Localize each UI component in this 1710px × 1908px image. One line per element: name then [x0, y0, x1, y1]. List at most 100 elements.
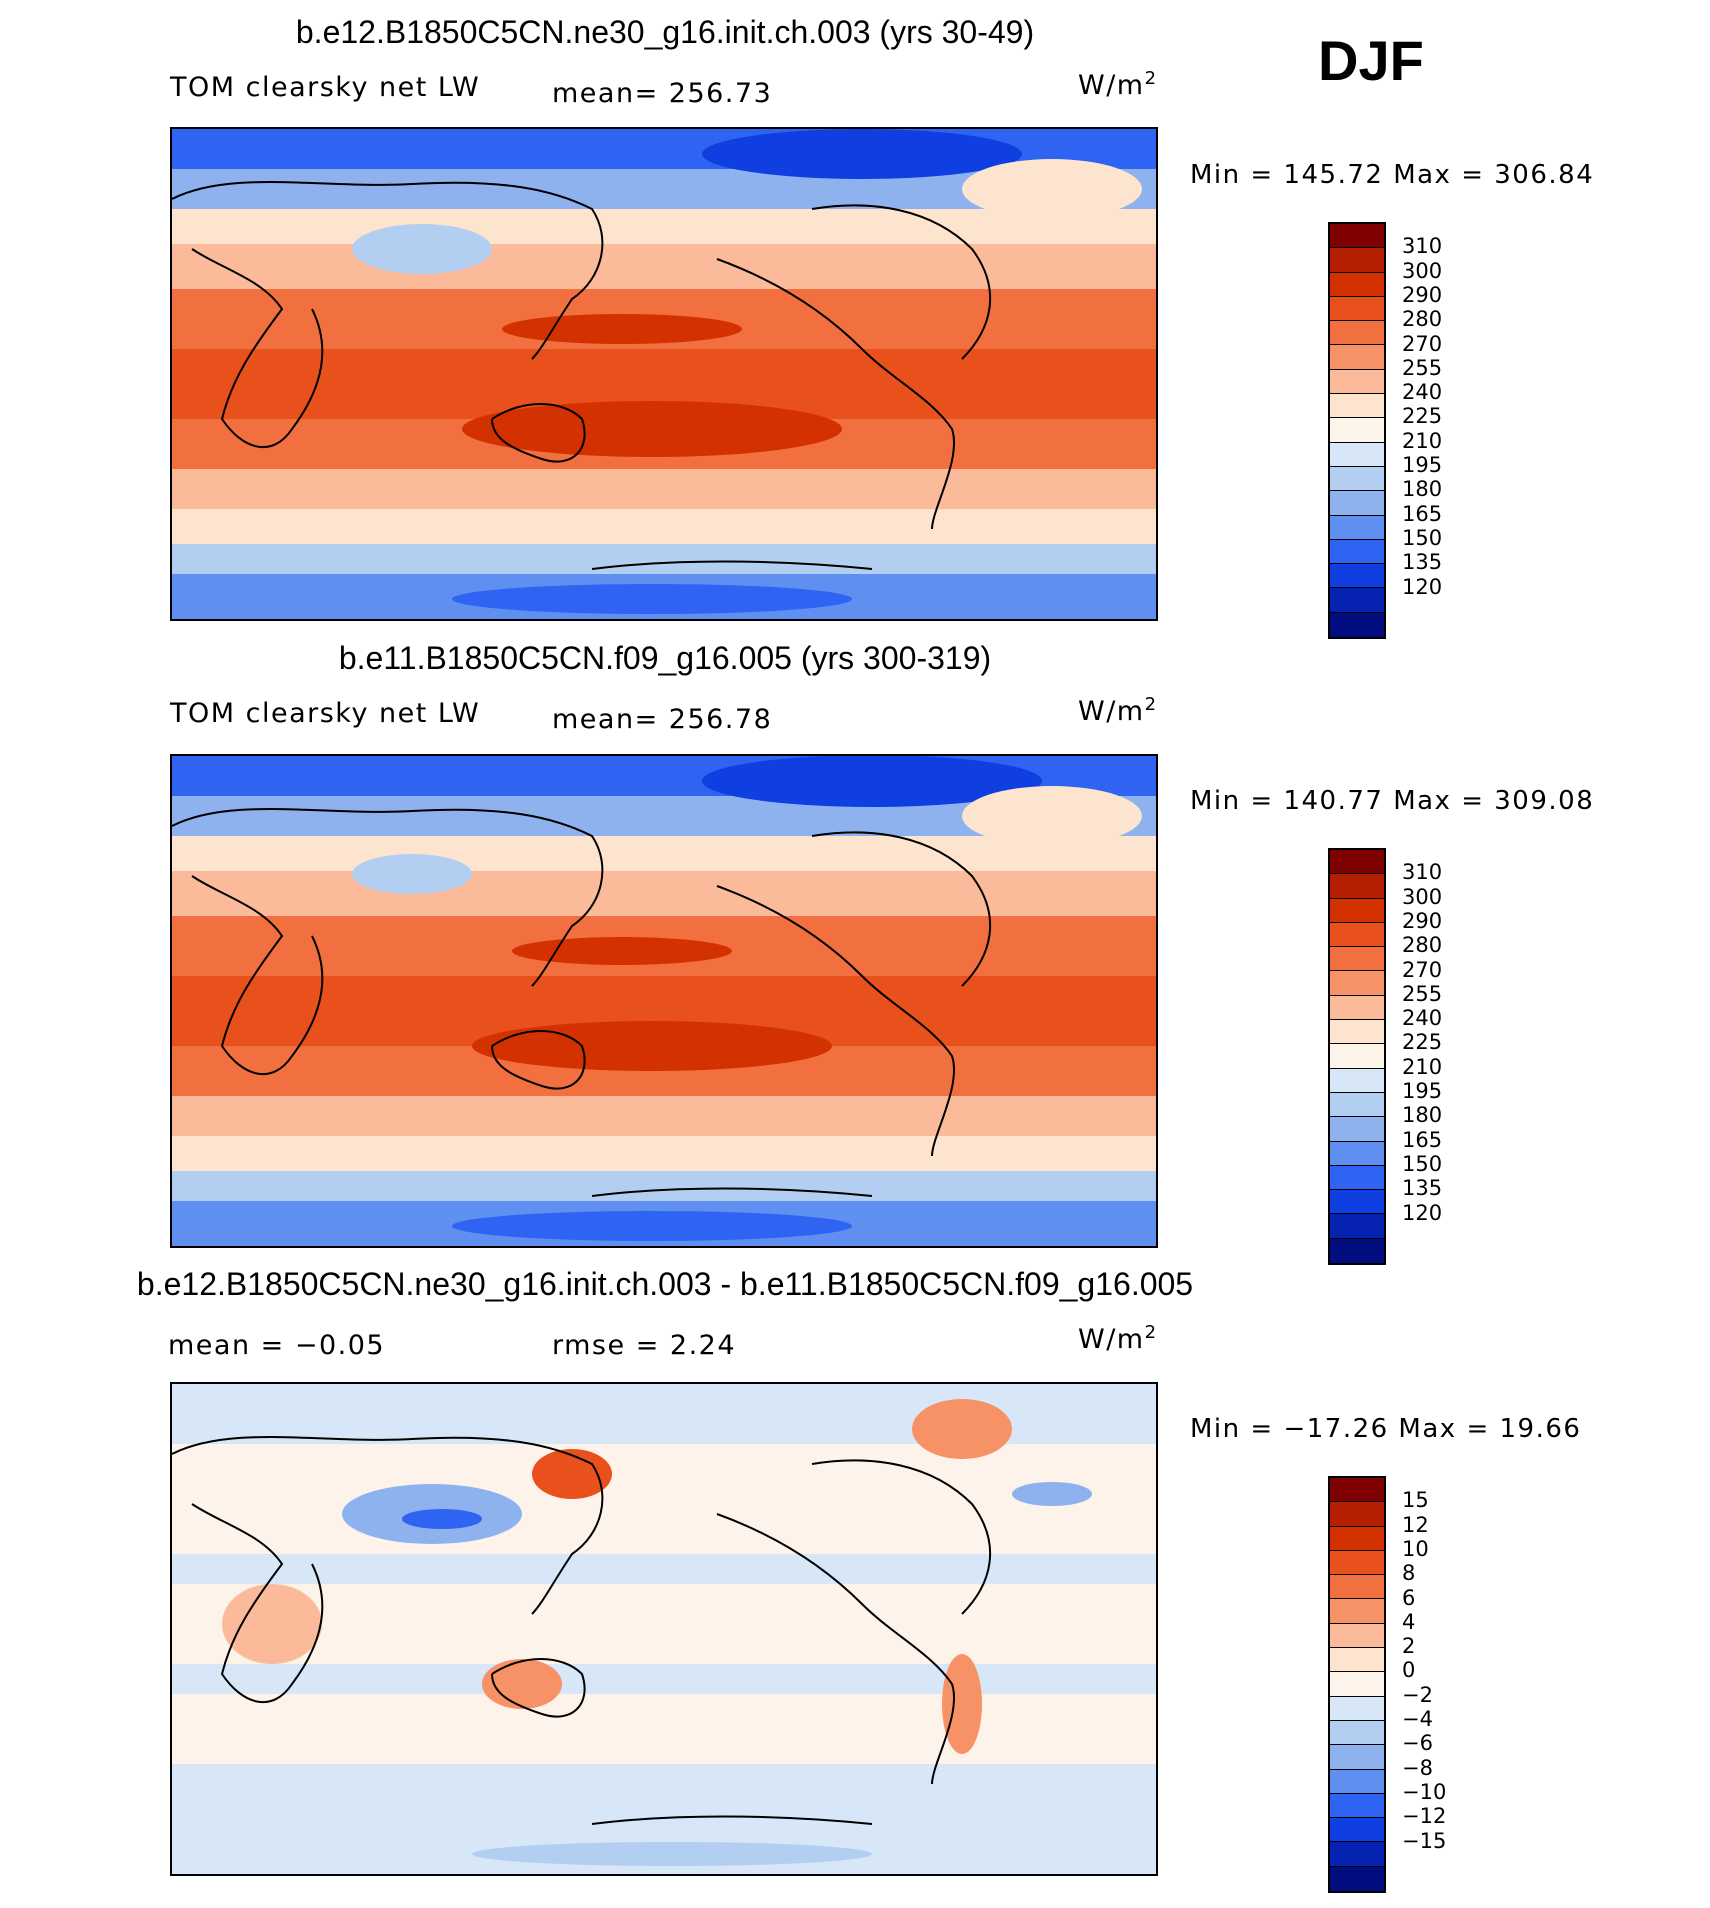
season-label: DJF	[1318, 29, 1424, 92]
panel-2-mean: mean= 256.78	[552, 704, 773, 735]
colorbar-swatch	[1330, 491, 1384, 516]
colorbar-tick-label: −6	[1402, 1731, 1433, 1756]
colorbar-swatch	[1330, 1696, 1384, 1721]
panel-3-minmax: Min = −17.26 Max = 19.66	[1190, 1414, 1582, 1444]
panel-1-minmax: Min = 145.72 Max = 306.84	[1190, 160, 1595, 190]
colorbar-tick-label: −2	[1402, 1682, 1433, 1707]
colorbar-tick-label: 2	[1402, 1634, 1416, 1659]
colorbar-swatch	[1330, 1141, 1384, 1166]
panel-2-map	[170, 754, 1158, 1248]
panel-3-units: W/m2	[1078, 1322, 1158, 1355]
colorbar-swatch	[1330, 1238, 1384, 1264]
colorbar-swatch	[1330, 874, 1384, 899]
colorbar-tick-label: 290	[1402, 282, 1443, 307]
colorbar-swatch	[1330, 321, 1384, 346]
colorbar-tick-label: 240	[1402, 380, 1443, 405]
panel-2-variable: TOM clearsky net LW	[170, 698, 481, 729]
panel-2-minmax: Min = 140.77 Max = 309.08	[1190, 786, 1595, 816]
colorbar-tick-label: 280	[1402, 933, 1443, 958]
colorbar-tick-label: 210	[1402, 428, 1443, 453]
colorbar-swatch	[1330, 1068, 1384, 1093]
colorbar-swatch	[1330, 224, 1384, 249]
colorbar-swatch	[1330, 1214, 1384, 1239]
colorbar-tick-label: 210	[1402, 1054, 1443, 1079]
panel-1-variable: TOM clearsky net LW	[170, 72, 481, 103]
colorbar-tick-label: 255	[1402, 981, 1443, 1006]
colorbar-tick-label: −8	[1402, 1755, 1433, 1780]
colorbar-swatch	[1330, 588, 1384, 613]
colorbar-tick-label: −12	[1402, 1804, 1447, 1829]
colorbar-swatch	[1330, 418, 1384, 443]
colorbar-tick-label: 150	[1402, 1151, 1443, 1176]
colorbar-swatch	[1330, 1550, 1384, 1576]
colorbar-swatch	[1330, 345, 1384, 370]
colorbar-swatch	[1330, 1793, 1384, 1819]
colorbar-swatch	[1330, 1190, 1384, 1215]
colorbar-tick-label: 150	[1402, 525, 1443, 550]
panel-2-map-plot	[172, 756, 1156, 1246]
colorbar-swatch	[1330, 922, 1384, 948]
colorbar-tick-label: 225	[1402, 404, 1443, 429]
colorbar-swatch	[1330, 1842, 1384, 1867]
colorbar-tick-label: 270	[1402, 331, 1443, 356]
colorbar-swatch	[1330, 995, 1384, 1021]
colorbar-swatch	[1330, 1117, 1384, 1142]
colorbar-swatch	[1330, 442, 1384, 467]
panel-1-units: W/m2	[1078, 68, 1158, 101]
colorbar-tick-label: 270	[1402, 957, 1443, 982]
panel-3-map	[170, 1382, 1158, 1876]
panel-2-title: b.e11.B1850C5CN.f09_g16.005 (yrs 300-319…	[338, 640, 992, 676]
colorbar-tick-label: 180	[1402, 1103, 1443, 1128]
colorbar-tick-label: 12	[1402, 1512, 1429, 1537]
colorbar-swatch	[1330, 564, 1384, 589]
panel-3-mean: mean = −0.05	[168, 1330, 386, 1361]
colorbar-swatch	[1330, 1502, 1384, 1527]
colorbar-swatch	[1330, 612, 1384, 638]
colorbar-tick-label: 300	[1402, 884, 1443, 909]
panel-3-map-plot	[172, 1384, 1156, 1874]
colorbar-tick-label: 180	[1402, 477, 1443, 502]
colorbar-tick-label: 120	[1402, 1200, 1443, 1225]
colorbar-swatch	[1330, 539, 1384, 565]
colorbar-swatch	[1330, 1672, 1384, 1697]
colorbar-swatch	[1330, 369, 1384, 395]
colorbar-tick-label: 165	[1402, 501, 1443, 526]
colorbar-swatch	[1330, 466, 1384, 492]
colorbar-swatch	[1330, 1818, 1384, 1843]
colorbar-tick-label: 120	[1402, 574, 1443, 599]
colorbar-swatch	[1330, 1478, 1384, 1503]
colorbar-swatch	[1330, 248, 1384, 273]
colorbar-swatch	[1330, 1745, 1384, 1770]
colorbar-tick-label: 280	[1402, 307, 1443, 332]
colorbar-swatch	[1330, 1575, 1384, 1600]
colorbar-tick-label: 6	[1402, 1585, 1416, 1610]
panel-1-colorbar	[1328, 222, 1386, 640]
colorbar-tick-label: 8	[1402, 1561, 1416, 1586]
colorbar-swatch	[1330, 898, 1384, 923]
panel-1-map	[170, 127, 1158, 621]
colorbar-swatch	[1330, 515, 1384, 540]
colorbar-tick-label: −4	[1402, 1707, 1433, 1731]
colorbar-swatch	[1330, 971, 1384, 996]
colorbar-tick-label: 290	[1402, 908, 1443, 933]
colorbar-tick-label: 0	[1402, 1658, 1416, 1683]
colorbar-tick-label: −15	[1402, 1828, 1447, 1853]
colorbar-swatch	[1330, 947, 1384, 972]
colorbar-tick-label: 310	[1402, 234, 1443, 259]
colorbar-swatch	[1330, 272, 1384, 297]
colorbar-tick-label: 135	[1402, 550, 1443, 575]
colorbar-swatch	[1330, 1044, 1384, 1069]
colorbar-tick-label: 255	[1402, 355, 1443, 380]
panel-3-rmse: rmse = 2.24	[552, 1330, 737, 1361]
colorbar-swatch	[1330, 1866, 1384, 1892]
colorbar-tick-label: 4	[1402, 1609, 1416, 1634]
colorbar-tick-label: 310	[1402, 860, 1443, 885]
colorbar-swatch	[1330, 296, 1384, 322]
panel-1-mean: mean= 256.73	[552, 78, 773, 109]
colorbar-swatch	[1330, 1648, 1384, 1673]
colorbar-tick-label: 195	[1402, 453, 1443, 477]
colorbar-swatch	[1330, 1769, 1384, 1794]
colorbar-swatch	[1330, 1720, 1384, 1746]
colorbar-swatch	[1330, 1165, 1384, 1191]
colorbar-tick-label: 195	[1402, 1079, 1443, 1103]
